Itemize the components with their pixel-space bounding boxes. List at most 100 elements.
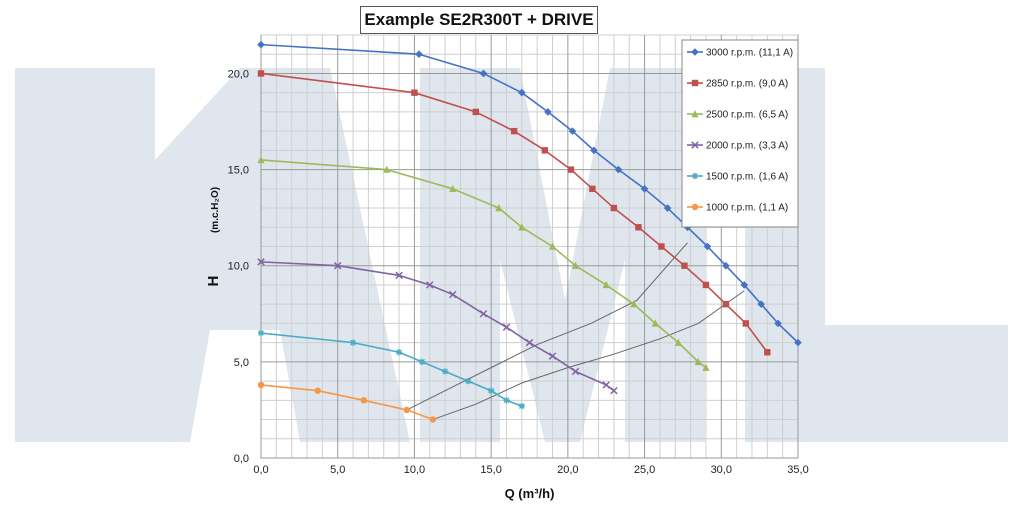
series-4 [257,329,526,410]
data-point [257,381,265,389]
data-point [674,338,682,346]
x-tick-label: 15,0 [480,464,501,476]
y-axis-title-unit: (m.c.H₂O) [210,187,221,233]
data-point [395,271,403,280]
data-point [571,261,580,269]
data-point [495,204,503,212]
legend-label: 2850 r.p.m. (9,0 A) [706,79,788,90]
data-point [691,110,699,118]
y-tick-label: 15,0 [228,165,249,177]
data-point [395,349,403,356]
legend-entry: 1500 r.p.m. (1,6 A) [687,172,788,183]
system-curves [406,242,745,421]
data-point [703,242,712,251]
data-point [449,290,457,299]
data-point [257,155,265,164]
data-point [541,147,549,154]
legend-label: 1500 r.p.m. (1,6 A) [706,172,788,183]
data-point [464,377,472,385]
x-tick-label: 0,0 [253,464,268,476]
data-point [635,224,642,231]
data-point [694,357,702,366]
data-point [426,281,434,289]
y-tick-label: 20,0 [228,68,249,80]
x-tick-label: 30,0 [711,464,732,476]
data-point [487,387,495,394]
data-point [658,243,665,250]
watermark-logo [15,68,1008,442]
data-point [757,300,765,308]
data-point [590,146,598,155]
data-point [630,300,638,308]
data-point [567,166,575,173]
data-point [571,367,580,376]
data-point [722,300,730,308]
data-point [548,242,557,250]
data-point [349,339,357,346]
chart-title: Example SE2R300T + DRIVE [360,6,598,34]
data-point [257,258,265,266]
data-point [479,69,488,78]
series-5 [257,381,437,423]
data-point [472,108,479,116]
data-point [360,397,367,404]
data-point [610,204,618,212]
data-point [640,185,649,193]
data-point [429,416,437,423]
data-point [525,338,534,347]
legend-entry: 2000 r.p.m. (3,3 A) [687,141,788,152]
x-tick-label: 35,0 [787,464,808,476]
data-point [691,203,699,211]
data-point [610,386,618,395]
x-tick-label: 20,0 [557,464,578,476]
data-point [257,40,265,49]
watermark-shape-left [15,68,155,442]
data-point [663,204,672,212]
series-3 [257,258,618,395]
watermark-shape-a [155,68,410,442]
data-point [691,79,699,87]
legend: 3000 r.p.m. (11,1 A) 2850 r.p.m. (9,0 A) 2… [681,39,799,228]
legend-entry: 2850 r.p.m. (9,0 A) [687,79,788,90]
legend-box [681,39,799,228]
series-0 [257,40,802,347]
data-point [441,368,449,375]
data-point [415,50,423,59]
data-point [503,397,510,404]
series-2 [257,155,710,371]
y-tick-label: 5,0 [234,357,249,369]
y-tick-label: 0,0 [234,453,249,465]
data-point [614,165,623,174]
y-axis-ticks: 0,0 5,0 10,0 15,0 20,0 [228,68,249,465]
data-point [257,329,265,337]
legend-label: 3000 r.p.m. (11,1 A) [706,48,793,59]
legend-label: 1000 r.p.m. (1,1 A) [706,203,788,214]
x-axis-ticks: 0,0 5,0 10,0 15,0 20,0 25,0 30,0 35,0 [253,464,808,476]
x-axis-title: Q (m³/h) [505,486,555,501]
grid-major [260,35,799,459]
y-tick-label: 10,0 [228,261,249,273]
data-point [702,363,710,371]
data-point [681,262,688,269]
data-point [333,261,342,270]
data-point [774,319,782,328]
data-point [314,387,321,394]
data-point [411,89,418,96]
data-point [764,349,771,356]
legend-label: 2500 r.p.m. (6,5 A) [706,110,788,121]
data-point [544,108,552,116]
data-point [449,184,457,193]
legend-entry: 2500 r.p.m. (6,5 A) [687,110,788,121]
data-point [691,48,699,56]
data-point [740,281,749,289]
data-point [568,127,577,135]
data-point [418,358,426,366]
legend-label: 2000 r.p.m. (3,3 A) [706,141,788,152]
data-point [403,406,410,414]
data-point [383,165,391,173]
data-point [479,310,488,318]
y-axis-title-main: H [205,276,222,287]
data-point [518,88,526,97]
data-point [702,281,710,289]
